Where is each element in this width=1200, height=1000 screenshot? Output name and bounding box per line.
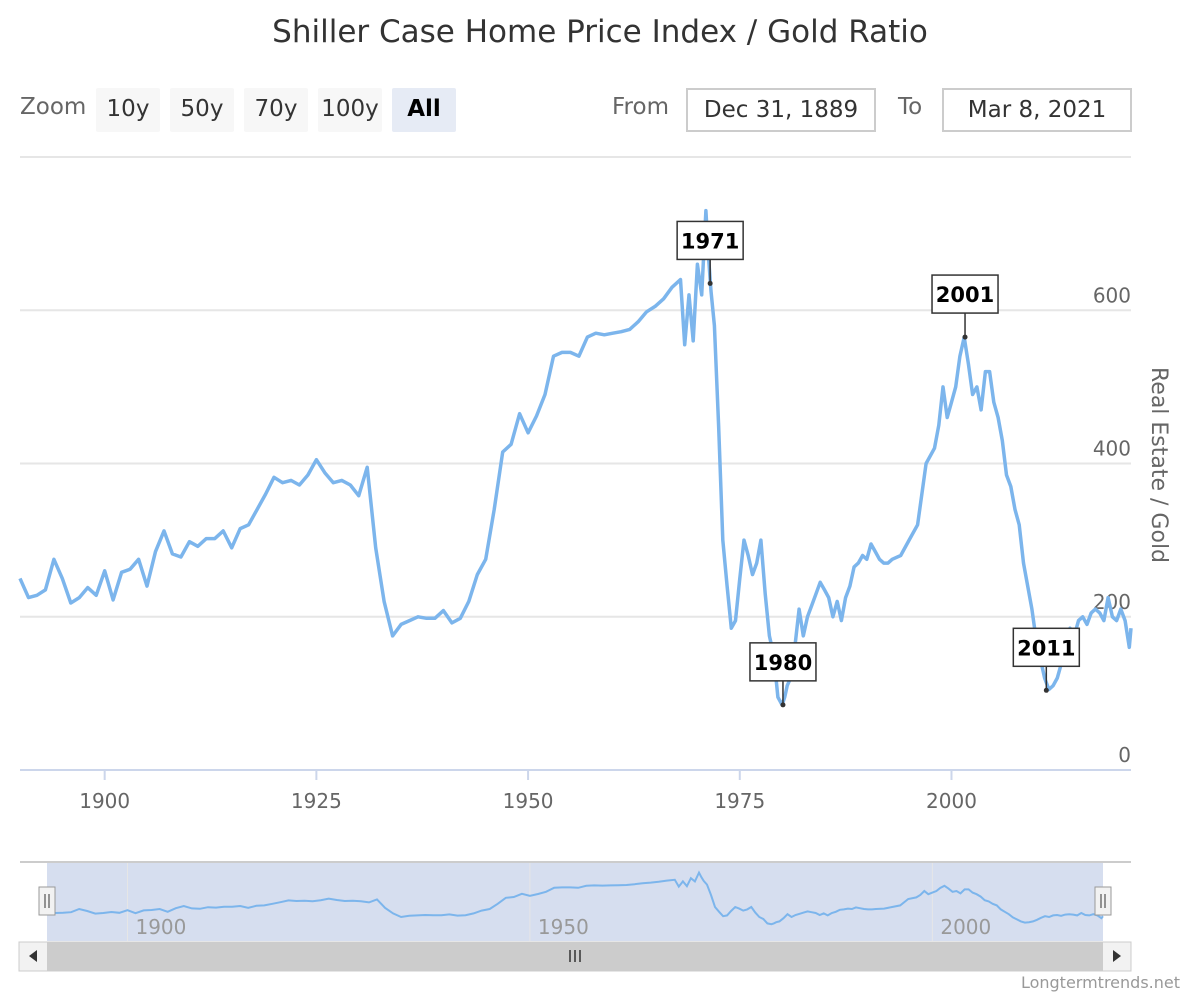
annotation-label: 1980 [754, 651, 812, 675]
zoom-label: Zoom [20, 94, 87, 120]
zoom-10y-button[interactable]: 10y [96, 88, 160, 132]
annotation-label: 1971 [681, 229, 739, 253]
scroll-right-arrow-icon[interactable] [1113, 950, 1121, 962]
navigator-tick-label: 1900 [135, 915, 186, 939]
y-tick-label: 400 [1093, 437, 1131, 461]
from-date-input[interactable] [686, 88, 876, 132]
scroll-left-arrow-icon[interactable] [29, 950, 37, 962]
scrollbar-grip-icon [569, 950, 581, 962]
annotation-box [676, 220, 744, 261]
annotation-point [707, 280, 713, 286]
annotation-box [1012, 627, 1081, 668]
x-tick-label: 1975 [714, 789, 765, 813]
plot-layer [18, 208, 1133, 707]
annotation-layer: 1971 1980 2001 2011 [676, 220, 1081, 708]
annotation-point [962, 334, 968, 340]
zoom-100y-button[interactable]: 100y [318, 88, 382, 132]
navigator-right-handle[interactable] [1094, 886, 1112, 916]
annotation-box [931, 274, 999, 314]
navigator-tick-label: 1950 [538, 915, 589, 939]
series-line [18, 208, 1133, 707]
zoom-all-button[interactable]: All [392, 88, 456, 132]
credits-link[interactable]: Longtermtrends.net [1020, 973, 1180, 992]
y-axis-title: Real Estate / Gold [1146, 367, 1171, 563]
annotation-point [1043, 687, 1049, 693]
annotation-box [749, 642, 817, 682]
annotation-label: 2011 [1017, 636, 1075, 660]
annotation-label: 2001 [936, 283, 994, 307]
x-tick-label: 1900 [79, 789, 130, 813]
navigator-left-handle[interactable] [38, 886, 56, 916]
zoom-70y-button[interactable]: 70y [244, 88, 308, 132]
to-label: To [898, 94, 923, 120]
x-tick-label: 1925 [291, 789, 342, 813]
navigator-selection[interactable] [47, 863, 1103, 941]
navigator-layer: 1900 1950 2000 [46, 863, 1104, 941]
y-tick-label: 600 [1093, 283, 1131, 307]
x-tick-label: 2000 [926, 789, 977, 813]
zoom-50y-button[interactable]: 50y [170, 88, 234, 132]
x-tick-label: 1950 [503, 789, 554, 813]
navigator-series-line [46, 870, 1104, 926]
annotation-point [780, 702, 786, 708]
chart-title: Shiller Case Home Price Index / Gold Rat… [272, 14, 928, 50]
to-date-input[interactable] [942, 88, 1132, 132]
navigator-tick-label: 2000 [940, 915, 991, 939]
from-label: From [612, 94, 669, 120]
y-tick-label: 0 [1118, 743, 1131, 767]
